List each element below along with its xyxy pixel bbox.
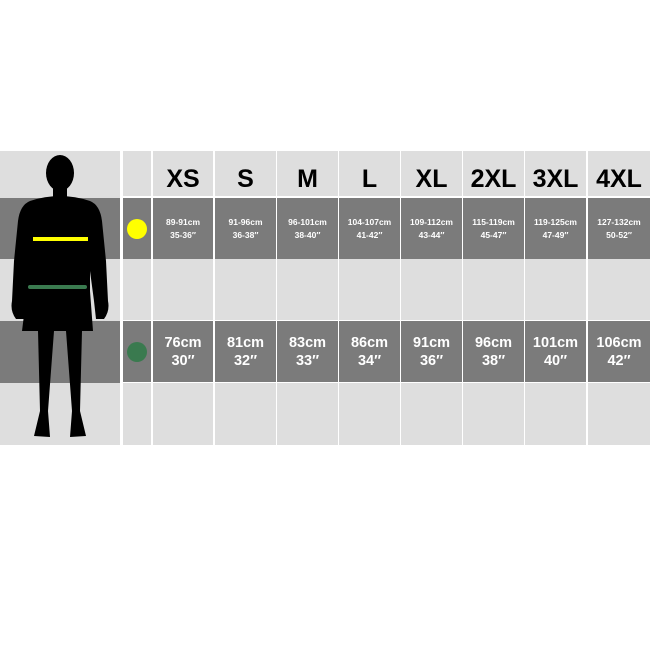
marker-cell <box>123 198 151 259</box>
empty-cell <box>153 383 213 445</box>
waist-cm: 96cm <box>474 334 513 351</box>
figure-cell <box>0 383 120 445</box>
chest-line <box>33 237 88 241</box>
waist-cm: 86cm <box>350 334 389 351</box>
chest-marker-dot-icon <box>127 218 147 239</box>
waist-cell: 91cm 36″ <box>401 321 462 382</box>
empty-cell <box>215 383 276 445</box>
chest-inch: 36-38″ <box>232 229 259 240</box>
chest-cell: 119-125cm 47-49″ <box>525 198 586 259</box>
empty-cell <box>153 259 213 320</box>
empty-cell <box>525 259 586 320</box>
waist-cm: 81cm <box>226 334 265 351</box>
size-header: XL <box>401 151 462 196</box>
chest-inch: 50-52″ <box>606 229 632 240</box>
size-header: 2XL <box>463 151 524 196</box>
empty-cell <box>463 259 524 320</box>
waist-marker-dot-icon <box>127 341 147 362</box>
chest-cm: 115-119cm <box>472 216 515 227</box>
waist-cell: 106cm 42″ <box>588 321 650 382</box>
waist-line <box>28 285 87 289</box>
waist-cell: 76cm 30″ <box>153 321 213 382</box>
empty-cell <box>277 259 338 320</box>
chest-cell: 96-101cm 38-40″ <box>277 198 338 259</box>
empty-cell <box>588 383 650 445</box>
chest-cell: 91-96cm 36-38″ <box>215 198 276 259</box>
empty-cell <box>401 383 462 445</box>
waist-inch: 32″ <box>233 352 258 369</box>
size-header: 4XL <box>588 151 650 196</box>
empty-cell <box>401 259 462 320</box>
chest-inch: 38-40″ <box>294 229 321 240</box>
chest-cm: 127-132cm <box>597 216 641 227</box>
chest-cell: 115-119cm 45-47″ <box>463 198 524 259</box>
waist-cell: 101cm 40″ <box>525 321 586 382</box>
empty-cell <box>588 259 650 320</box>
chest-inch: 43-44″ <box>418 229 445 240</box>
waist-cm: 83cm <box>288 334 327 351</box>
chest-cm: 89-91cm <box>165 216 201 227</box>
waist-cell: 83cm 33″ <box>277 321 338 382</box>
size-header: XS <box>153 151 213 196</box>
empty-cell <box>525 383 586 445</box>
waist-cm: 101cm <box>532 334 579 351</box>
waist-cm: 106cm <box>596 334 642 351</box>
marker-cell <box>123 383 151 445</box>
waist-cell: 81cm 32″ <box>215 321 276 382</box>
chest-cell: 89-91cm 35-36″ <box>153 198 213 259</box>
waist-cell: 86cm 34″ <box>339 321 400 382</box>
chest-cm: 104-107cm <box>347 216 392 227</box>
chest-cell: 127-132cm 50-52″ <box>588 198 650 259</box>
body-silhouette-icon <box>11 155 109 437</box>
empty-cell <box>339 383 400 445</box>
chest-cell: 109-112cm 43-44″ <box>401 198 462 259</box>
chest-cm: 91-96cm <box>228 216 263 227</box>
waist-cm: 76cm <box>164 334 202 351</box>
waist-inch: 38″ <box>481 352 506 369</box>
size-header: M <box>277 151 338 196</box>
empty-cell <box>339 259 400 320</box>
waist-inch: 40″ <box>543 352 568 369</box>
chest-cm: 96-101cm <box>288 216 327 227</box>
empty-cell <box>215 259 276 320</box>
chest-cell: 104-107cm 41-42″ <box>339 198 400 259</box>
waist-inch: 36″ <box>419 352 444 369</box>
waist-inch: 30″ <box>171 352 195 369</box>
marker-cell <box>123 151 151 196</box>
chest-inch: 41-42″ <box>356 229 383 240</box>
waist-inch: 42″ <box>607 352 631 369</box>
size-header: 3XL <box>525 151 586 196</box>
chest-cm: 119-125cm <box>533 216 577 227</box>
waist-cell: 96cm 38″ <box>463 321 524 382</box>
chest-inch: 47-49″ <box>542 229 569 240</box>
waist-inch: 34″ <box>357 352 382 369</box>
empty-cell <box>463 383 524 445</box>
size-header: S <box>215 151 276 196</box>
waist-inch: 33″ <box>295 352 320 369</box>
marker-cell <box>123 259 151 320</box>
waist-cm: 91cm <box>412 334 451 351</box>
chest-cm: 109-112cm <box>409 216 453 227</box>
empty-cell <box>277 383 338 445</box>
chest-inch: 35-36″ <box>170 229 196 240</box>
size-chart-table: XS S M L XL 2XL 3XL 4XL 89-91cm 35-36″ 91-96cm 36-3… <box>0 151 650 445</box>
chest-inch: 45-47″ <box>480 229 507 240</box>
figure-cell <box>0 321 120 384</box>
marker-cell <box>123 321 151 382</box>
size-header: L <box>339 151 400 196</box>
